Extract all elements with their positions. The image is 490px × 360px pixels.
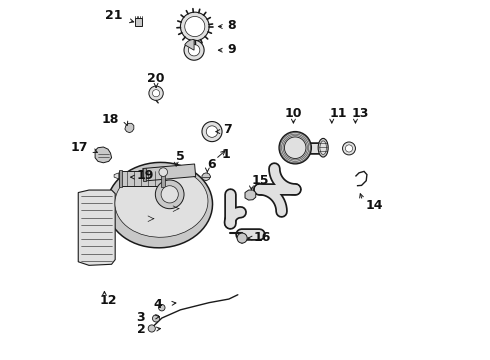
Circle shape [152,315,160,322]
Text: 20: 20 [147,72,165,85]
Text: 7: 7 [223,122,231,136]
Polygon shape [114,173,119,179]
Ellipse shape [107,162,213,248]
Bar [143,168,147,181]
Circle shape [155,180,184,209]
Text: 16: 16 [254,231,271,244]
Text: 10: 10 [285,107,302,120]
Ellipse shape [318,138,328,157]
Circle shape [148,325,155,332]
Polygon shape [78,190,115,265]
Circle shape [159,305,165,311]
Circle shape [206,126,218,137]
Circle shape [161,186,178,203]
Text: 13: 13 [352,107,369,120]
Circle shape [279,132,311,164]
Text: 6: 6 [207,158,216,171]
Polygon shape [95,147,112,163]
Text: 11: 11 [329,107,347,120]
Text: 1: 1 [221,148,230,161]
Bar [119,170,122,187]
Text: 4: 4 [154,298,163,311]
Circle shape [149,86,163,100]
Text: 17: 17 [71,140,88,153]
Circle shape [343,142,355,155]
Text: 12: 12 [100,294,117,307]
Circle shape [184,40,204,60]
Text: 2: 2 [137,323,146,336]
Circle shape [285,137,306,158]
Circle shape [188,44,200,56]
Bar [119,171,165,186]
Polygon shape [125,123,134,133]
Circle shape [345,145,353,152]
Text: 18: 18 [101,113,119,126]
Circle shape [185,17,205,37]
Circle shape [159,168,168,176]
Polygon shape [202,173,211,181]
Text: 15: 15 [251,174,269,187]
Circle shape [202,122,222,141]
Text: 5: 5 [176,150,185,163]
Bar [143,164,196,181]
Text: 14: 14 [365,199,383,212]
Text: 3: 3 [137,311,146,324]
Ellipse shape [115,167,208,237]
Circle shape [237,233,247,243]
Ellipse shape [320,141,326,154]
Polygon shape [245,190,256,200]
Text: 8: 8 [227,19,236,32]
Text: 9: 9 [227,42,236,55]
Circle shape [180,12,209,41]
Bar [135,18,143,26]
Text: 19: 19 [137,169,154,182]
Wedge shape [185,40,194,50]
Circle shape [152,90,160,97]
Text: 21: 21 [105,9,122,22]
Bar [161,170,165,187]
